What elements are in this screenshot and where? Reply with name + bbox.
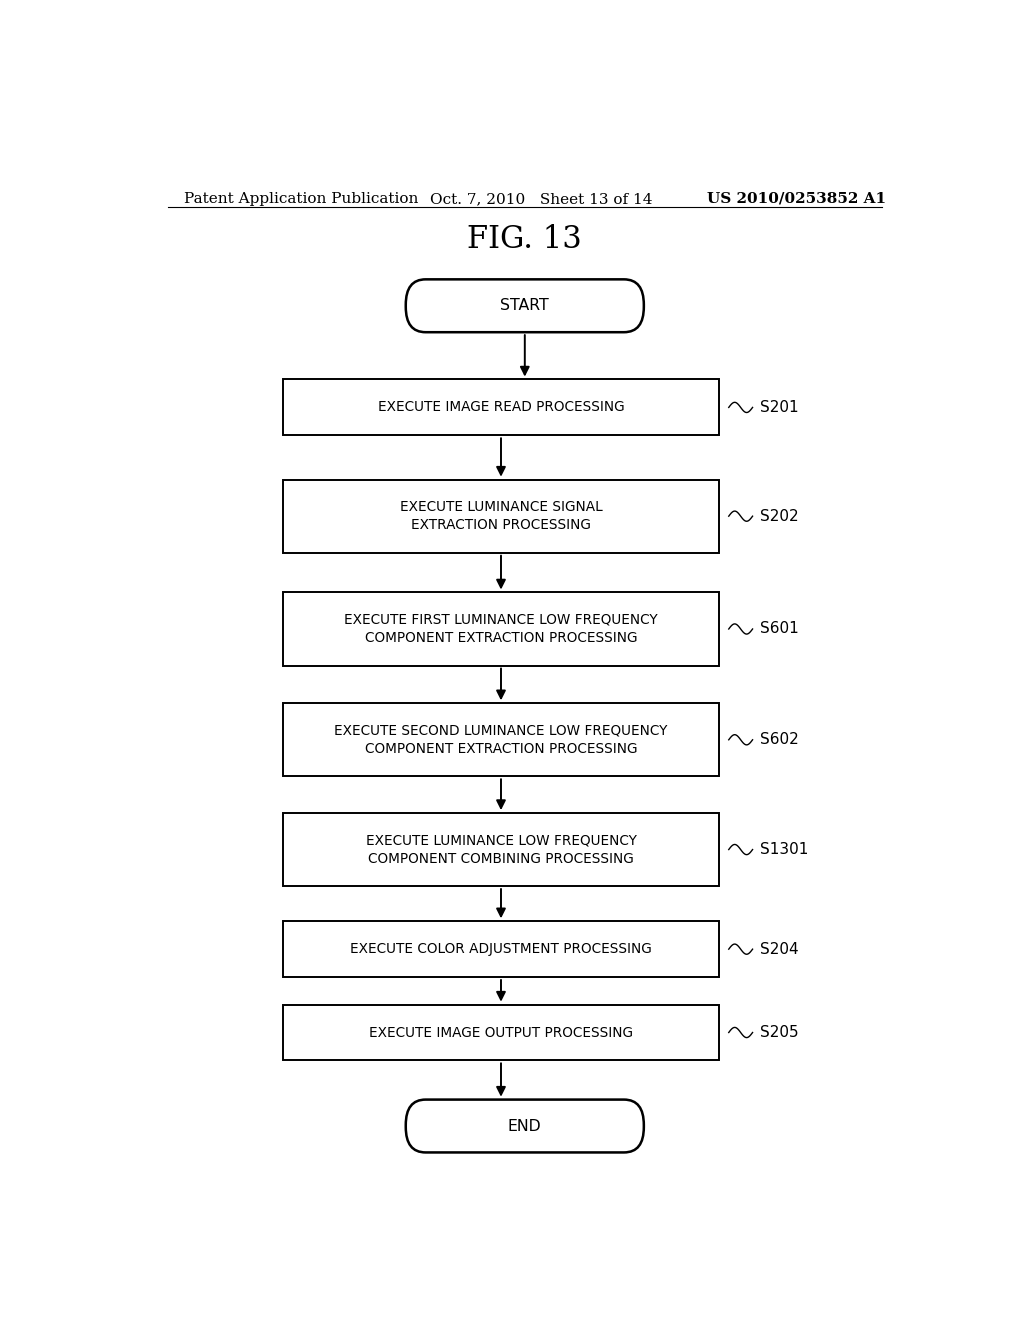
FancyBboxPatch shape xyxy=(283,813,719,886)
Text: START: START xyxy=(501,298,549,313)
Text: S601: S601 xyxy=(761,622,800,636)
Text: EXECUTE IMAGE READ PROCESSING: EXECUTE IMAGE READ PROCESSING xyxy=(378,400,625,414)
Text: EXECUTE IMAGE OUTPUT PROCESSING: EXECUTE IMAGE OUTPUT PROCESSING xyxy=(369,1026,633,1040)
Text: Patent Application Publication: Patent Application Publication xyxy=(183,191,418,206)
Text: EXECUTE LUMINANCE SIGNAL
EXTRACTION PROCESSING: EXECUTE LUMINANCE SIGNAL EXTRACTION PROC… xyxy=(399,500,602,532)
Text: S1301: S1301 xyxy=(761,842,809,857)
Text: END: END xyxy=(508,1118,542,1134)
Text: FIG. 13: FIG. 13 xyxy=(467,224,583,256)
FancyBboxPatch shape xyxy=(283,479,719,553)
FancyBboxPatch shape xyxy=(283,704,719,776)
Text: EXECUTE SECOND LUMINANCE LOW FREQUENCY
COMPONENT EXTRACTION PROCESSING: EXECUTE SECOND LUMINANCE LOW FREQUENCY C… xyxy=(334,723,668,756)
FancyBboxPatch shape xyxy=(283,593,719,665)
FancyBboxPatch shape xyxy=(406,280,644,333)
Text: Oct. 7, 2010   Sheet 13 of 14: Oct. 7, 2010 Sheet 13 of 14 xyxy=(430,191,652,206)
FancyBboxPatch shape xyxy=(283,921,719,977)
Text: S602: S602 xyxy=(761,733,800,747)
Text: S202: S202 xyxy=(761,508,799,524)
Text: EXECUTE COLOR ADJUSTMENT PROCESSING: EXECUTE COLOR ADJUSTMENT PROCESSING xyxy=(350,942,652,956)
Text: EXECUTE FIRST LUMINANCE LOW FREQUENCY
COMPONENT EXTRACTION PROCESSING: EXECUTE FIRST LUMINANCE LOW FREQUENCY CO… xyxy=(344,612,657,645)
Text: EXECUTE LUMINANCE LOW FREQUENCY
COMPONENT COMBINING PROCESSING: EXECUTE LUMINANCE LOW FREQUENCY COMPONEN… xyxy=(366,833,637,866)
FancyBboxPatch shape xyxy=(283,379,719,436)
Text: S204: S204 xyxy=(761,941,799,957)
Text: US 2010/0253852 A1: US 2010/0253852 A1 xyxy=(708,191,887,206)
FancyBboxPatch shape xyxy=(283,1005,719,1060)
Text: S205: S205 xyxy=(761,1026,799,1040)
Text: S201: S201 xyxy=(761,400,799,414)
FancyBboxPatch shape xyxy=(406,1100,644,1152)
